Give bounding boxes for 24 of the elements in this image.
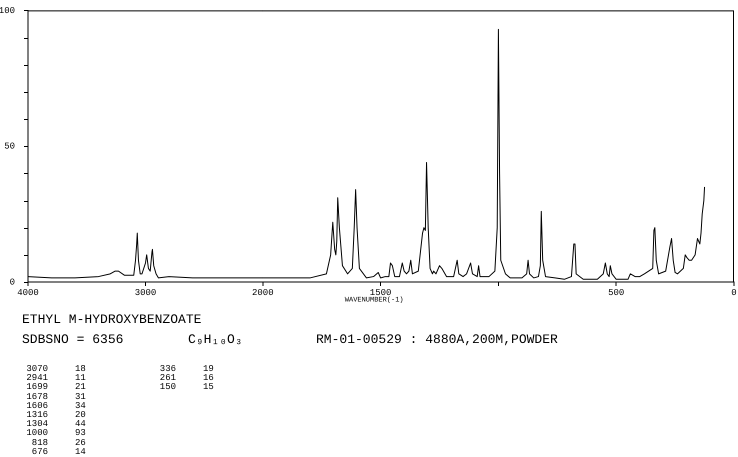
- y-tick-label: 0: [10, 277, 15, 288]
- text: 1316 20: [26, 410, 86, 420]
- text: 676 14: [32, 446, 86, 457]
- text: 336 19: [160, 364, 214, 374]
- text: 1699 21: [26, 382, 86, 392]
- text: 261 16: [160, 373, 214, 384]
- text: 3070 18: [26, 364, 86, 374]
- text: ETHYL M-HYDROXYBENZOATE: [22, 312, 202, 327]
- text: 818 26: [32, 438, 86, 448]
- text: 1606 34: [26, 400, 86, 411]
- text: 1000 93: [26, 428, 86, 438]
- x-tick-label: 0: [731, 288, 737, 298]
- text: C₉H₁₀O₃: [188, 332, 243, 347]
- x-tick-label: 500: [608, 288, 624, 298]
- x-tick-label: 3000: [134, 288, 156, 298]
- y-tick-label: 50: [4, 142, 15, 152]
- text: 1678 31: [26, 392, 86, 402]
- text: 2941 11: [26, 373, 86, 384]
- text: RM-01-00529 : 4880A,200M,POWDER: [316, 332, 558, 347]
- x-tick-label: 4000: [17, 288, 39, 298]
- text: SDBSNO = 6356: [22, 332, 124, 347]
- x-tick-label: 2000: [252, 288, 274, 298]
- text: 1304 44: [26, 419, 86, 430]
- text: 150 15: [160, 382, 214, 392]
